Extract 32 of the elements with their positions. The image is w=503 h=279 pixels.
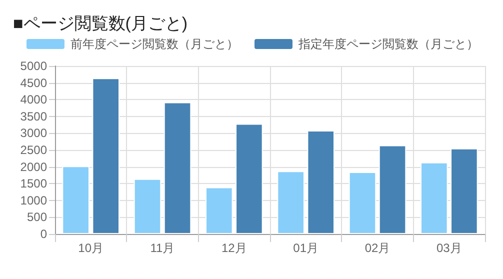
y-tick-label: 500 bbox=[26, 210, 48, 224]
y-tick-label: 2000 bbox=[20, 160, 48, 174]
x-tick-label: 11月 bbox=[150, 241, 175, 255]
bar bbox=[206, 187, 233, 234]
y-tick-label: 3000 bbox=[20, 126, 48, 140]
x-tick-label: 03月 bbox=[436, 241, 462, 255]
x-tick-label: 02月 bbox=[364, 241, 390, 255]
x-tick-label: 12月 bbox=[221, 241, 247, 255]
bar bbox=[450, 148, 478, 234]
bar bbox=[92, 78, 120, 234]
bar bbox=[236, 124, 263, 234]
legend-label: 前年度ページ閲覧数（月ごと） bbox=[70, 37, 238, 51]
chart-title: ■ページ閲覧数(月ごと) bbox=[13, 14, 188, 33]
y-tick-label: 5000 bbox=[20, 59, 48, 73]
y-tick-label: 4500 bbox=[20, 76, 48, 90]
y-tick-label: 0 bbox=[40, 227, 48, 241]
bar bbox=[348, 172, 376, 234]
y-tick-label: 2500 bbox=[20, 143, 48, 157]
x-tick-label: 10月 bbox=[78, 241, 104, 255]
y-tick-label: 4000 bbox=[20, 92, 48, 107]
bar bbox=[307, 130, 334, 234]
bar bbox=[134, 178, 162, 234]
bar bbox=[277, 171, 304, 234]
x-tick-label: 01月 bbox=[293, 241, 319, 255]
legend-label: 指定年度ページ閲覧数（月ごと） bbox=[298, 37, 478, 51]
bar bbox=[378, 145, 406, 234]
y-tick-label: 1000 bbox=[20, 193, 48, 208]
bar bbox=[62, 166, 90, 234]
y-tick-label: 1500 bbox=[20, 176, 48, 191]
bar bbox=[164, 102, 192, 234]
bar bbox=[420, 162, 448, 234]
y-tick-label: 3500 bbox=[20, 109, 48, 124]
